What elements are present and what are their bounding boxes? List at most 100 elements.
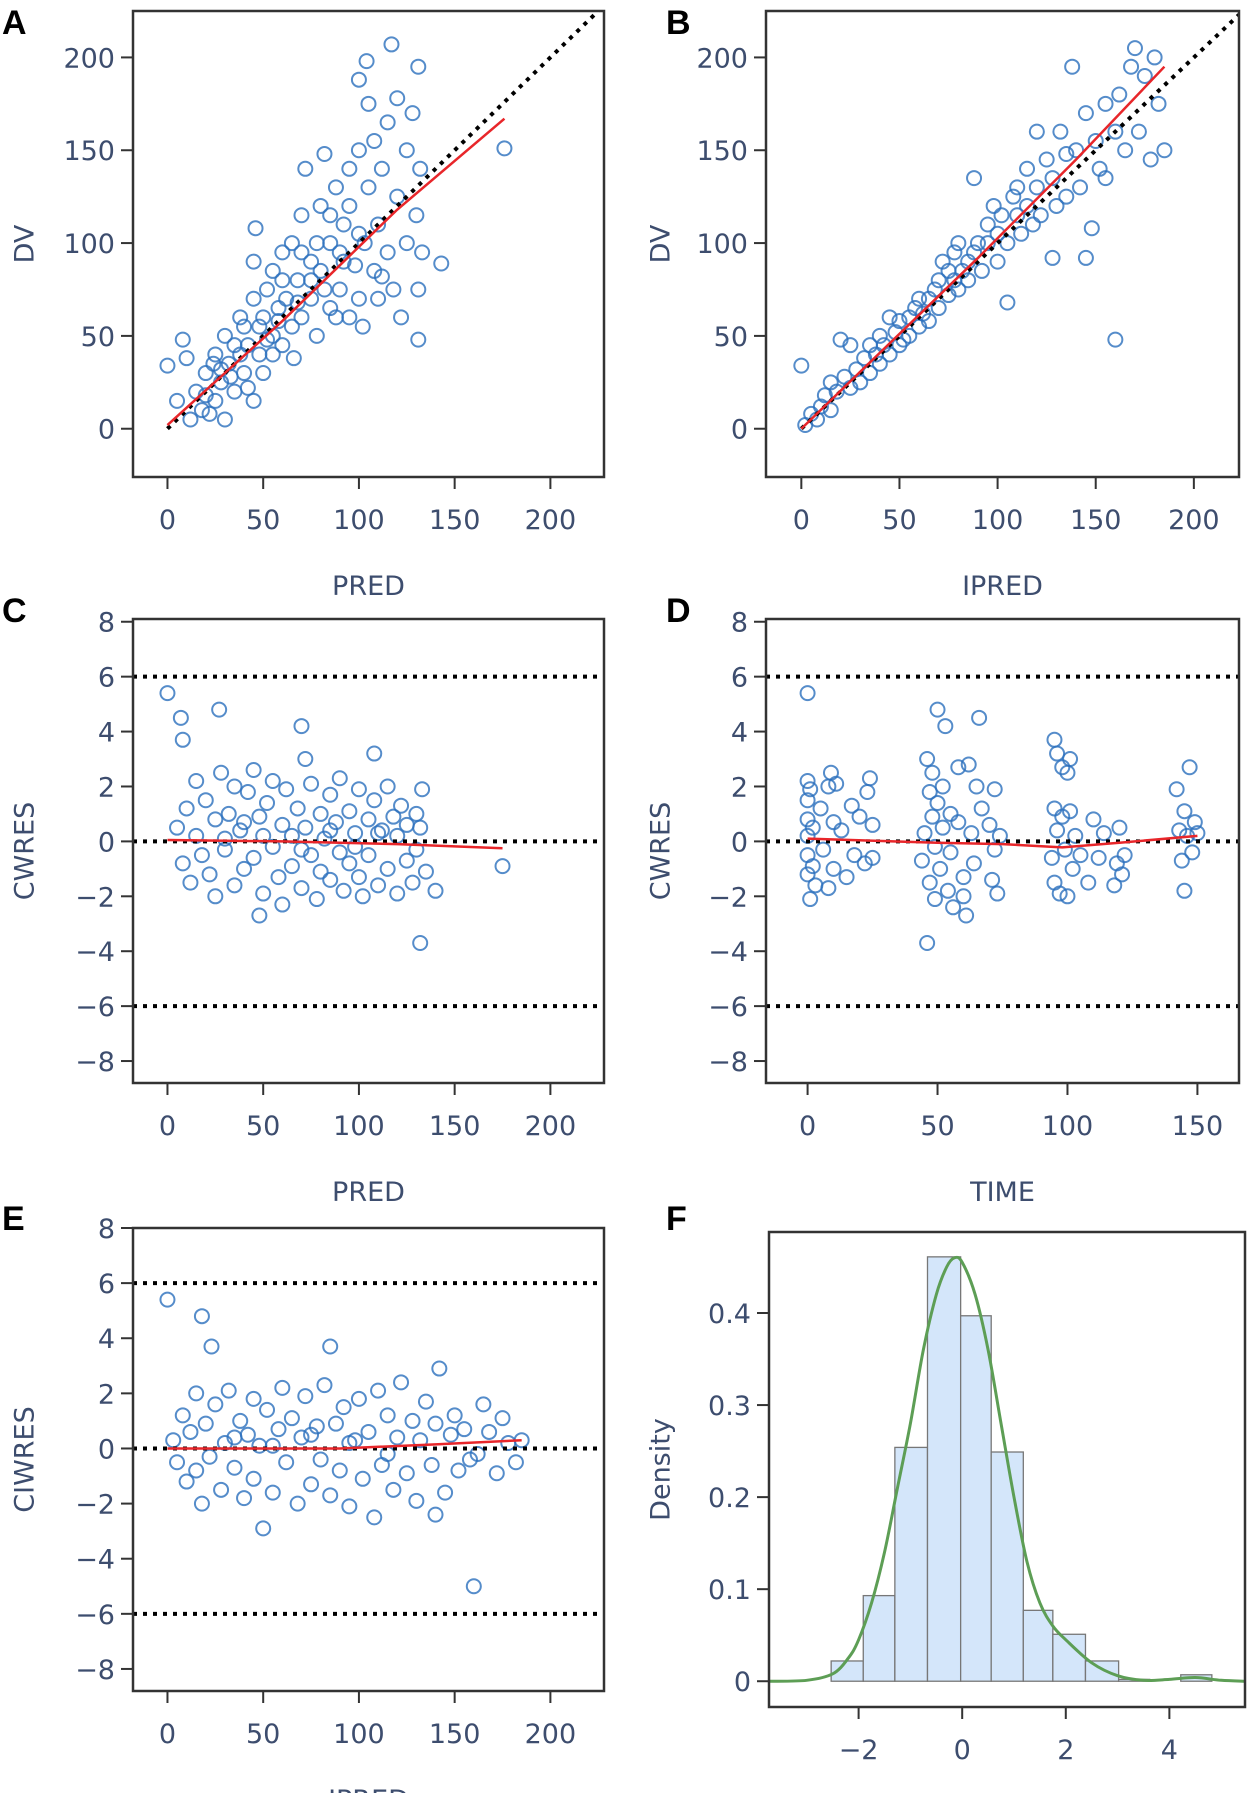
- data-point: [182, 411, 199, 428]
- data-point: [1085, 811, 1102, 828]
- data-point: [496, 140, 513, 157]
- data-point: [1058, 188, 1075, 205]
- data-point: [283, 827, 300, 844]
- data-point: [373, 822, 390, 839]
- data-point: [174, 855, 191, 872]
- data-point: [322, 1338, 339, 1355]
- y-tick-label: −2: [75, 1490, 115, 1521]
- data-point: [1090, 849, 1107, 866]
- data-point: [303, 775, 320, 792]
- y-tick-label: 200: [696, 43, 748, 74]
- data-point: [216, 830, 233, 847]
- x-tick-label: 150: [429, 1111, 481, 1142]
- data-point: [465, 1578, 482, 1595]
- y-tick-label: 0: [98, 415, 115, 446]
- data-point: [1176, 882, 1193, 899]
- data-point: [398, 235, 415, 252]
- data-point: [188, 1385, 205, 1402]
- data-point: [913, 852, 930, 869]
- data-point: [211, 701, 228, 718]
- data-point: [232, 309, 249, 326]
- data-point: [825, 860, 842, 877]
- data-point: [825, 814, 842, 831]
- smooth-line: [800, 65, 1166, 430]
- data-point: [1062, 751, 1079, 768]
- panel-d: D 0 50 100 150 −8 −6 −4 −2 0 2 4 6 8 TIME CWRES: [645, 592, 1241, 1208]
- data-point: [289, 800, 306, 817]
- y-tick-label: 0.1: [708, 1575, 751, 1606]
- data-point: [264, 1484, 281, 1501]
- x-tick-label: 50: [246, 1111, 280, 1142]
- data-point: [1150, 95, 1167, 112]
- y-tick-label: 2: [98, 1379, 115, 1410]
- data-point: [274, 896, 291, 913]
- data-point: [955, 869, 972, 886]
- data-point: [404, 105, 421, 122]
- data-point: [799, 866, 816, 883]
- plot-area: [133, 1281, 604, 1616]
- data-point: [207, 1396, 224, 1413]
- data-point: [924, 764, 941, 781]
- data-point: [843, 797, 860, 814]
- data-point: [1038, 151, 1055, 168]
- x-tick-label: 0: [793, 505, 810, 536]
- data-point: [335, 216, 352, 233]
- data-point: [159, 685, 176, 702]
- data-point: [1044, 249, 1061, 266]
- y-axis-title: CWRES: [645, 802, 676, 901]
- data-point: [389, 90, 406, 107]
- data-point: [289, 294, 306, 311]
- data-point: [274, 337, 291, 354]
- y-tick-label: 6: [731, 663, 748, 694]
- data-point: [802, 781, 819, 798]
- data-point: [973, 800, 990, 817]
- data-point: [297, 1388, 314, 1405]
- data-point: [264, 262, 281, 279]
- data-point: [316, 1377, 333, 1394]
- data-point: [259, 281, 276, 298]
- data-point: [408, 805, 425, 822]
- y-axis-title: CIWRES: [9, 1406, 40, 1512]
- data-point: [245, 849, 262, 866]
- data-point: [316, 145, 333, 162]
- data-point: [1106, 877, 1123, 894]
- data-point: [945, 899, 962, 916]
- data-point: [226, 1459, 243, 1476]
- data-point: [1005, 188, 1022, 205]
- x-tick-label: 100: [972, 505, 1024, 536]
- data-point: [852, 374, 869, 391]
- data-point: [174, 331, 191, 348]
- data-point: [807, 877, 824, 894]
- data-point: [1009, 179, 1026, 196]
- data-point: [379, 1445, 396, 1462]
- data-point: [316, 830, 333, 847]
- data-point: [815, 841, 832, 858]
- data-point: [331, 770, 348, 787]
- y-axis-title: DV: [645, 224, 676, 263]
- data-point: [973, 262, 990, 279]
- data-point: [285, 350, 302, 367]
- data-point: [985, 197, 1002, 214]
- data-point: [820, 778, 837, 795]
- data-point: [245, 762, 262, 779]
- data-point: [1087, 132, 1104, 149]
- data-point: [383, 36, 400, 53]
- data-point: [901, 327, 918, 344]
- data-point: [303, 272, 320, 289]
- data-point: [979, 216, 996, 233]
- x-tick-label: 200: [525, 1719, 577, 1750]
- y-tick-label: 50: [81, 322, 115, 353]
- data-point: [414, 244, 431, 261]
- smooth-line: [807, 834, 1198, 849]
- data-point: [236, 365, 253, 382]
- data-point: [1116, 847, 1133, 864]
- data-point: [393, 1374, 410, 1391]
- data-point: [822, 402, 839, 419]
- data-point: [216, 327, 233, 344]
- data-point: [969, 235, 986, 252]
- data-point: [360, 179, 377, 196]
- y-tick-label: 0: [731, 827, 748, 858]
- y-tick-label: 150: [696, 136, 748, 167]
- data-point: [201, 405, 218, 422]
